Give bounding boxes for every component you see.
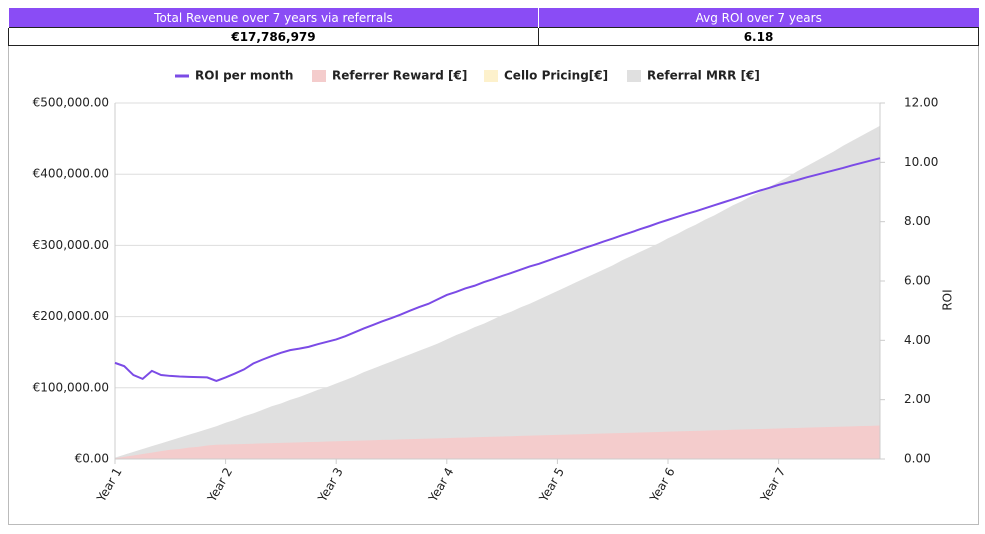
y2-tick-label: 4.00	[904, 333, 931, 347]
y-tick-label: €200,000.00	[33, 309, 109, 323]
y-tick-label: €500,000.00	[33, 96, 109, 110]
x-tick-label: Year 7	[757, 465, 788, 505]
y2-tick-label: 6.00	[904, 274, 931, 288]
summary-header: Total Revenue over 7 years via referrals	[8, 8, 539, 28]
y-tick-label: €300,000.00	[33, 238, 109, 252]
y2-tick-label: 2.00	[904, 392, 931, 406]
x-tick-label: Year 5	[536, 465, 567, 505]
y-tick-label: €100,000.00	[33, 380, 109, 394]
summary-value: 6.18	[538, 27, 979, 46]
y2-tick-label: 8.00	[904, 214, 931, 228]
summary-table: Total Revenue over 7 years via referrals…	[8, 8, 979, 46]
y2-tick-label: 12.00	[904, 96, 938, 110]
legend-swatch[interactable]	[484, 70, 498, 82]
y2-axis-title: ROI	[941, 289, 955, 310]
x-tick-label: Year 6	[647, 465, 678, 505]
x-tick-label: Year 2	[204, 465, 235, 505]
x-tick-label: Year 4	[425, 465, 456, 505]
area	[115, 125, 880, 459]
y-tick-label: €400,000.00	[33, 167, 109, 181]
legend-label[interactable]: Cello Pricing[€]	[504, 69, 608, 83]
legend-label[interactable]: Referrer Reward [€]	[332, 69, 467, 83]
legend-swatch[interactable]	[312, 70, 326, 82]
y-tick-label: €0.00	[75, 452, 109, 466]
x-tick-label: Year 1	[94, 465, 125, 505]
legend-swatch[interactable]	[175, 74, 189, 78]
legend-label[interactable]: Referral MRR [€]	[647, 69, 760, 83]
summary-header: Avg ROI over 7 years	[538, 8, 979, 28]
chart-frame	[8, 46, 979, 525]
line	[114, 157, 881, 383]
legend-label[interactable]: ROI per month	[195, 69, 293, 83]
area	[115, 425, 880, 459]
y2-tick-label: 10.00	[904, 155, 938, 169]
legend-swatch[interactable]	[627, 70, 641, 82]
y2-tick-label: 0.00	[904, 452, 931, 466]
x-tick-label: Year 3	[315, 465, 346, 505]
